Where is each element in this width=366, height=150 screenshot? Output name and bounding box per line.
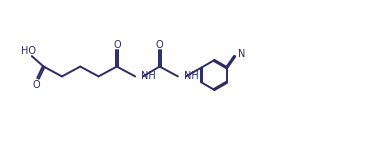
Text: NH: NH (141, 71, 156, 81)
Text: O: O (33, 80, 40, 90)
Text: N: N (238, 49, 246, 59)
Text: O: O (156, 40, 164, 50)
Text: O: O (113, 40, 121, 50)
Text: HO: HO (20, 45, 36, 56)
Text: NH: NH (184, 71, 199, 81)
